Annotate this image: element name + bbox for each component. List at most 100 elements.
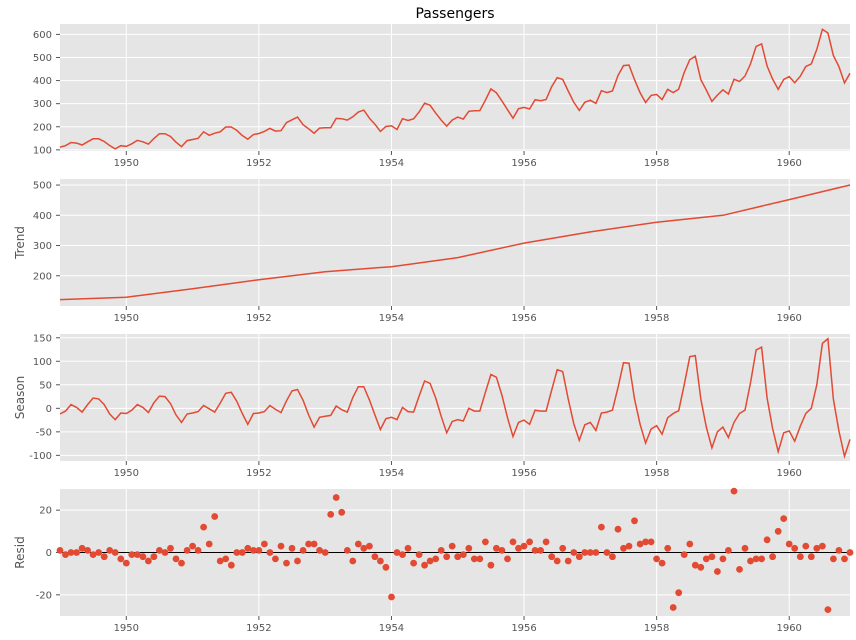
y-tick-label: 300	[33, 99, 52, 110]
resid-point	[133, 551, 141, 558]
resid-point	[824, 606, 832, 613]
resid-point	[327, 511, 335, 518]
resid-point	[200, 523, 208, 531]
y-tick-label: 600	[33, 30, 52, 41]
resid-point	[454, 553, 462, 561]
resid-point	[393, 549, 401, 556]
resid-point	[404, 544, 412, 552]
resid-point	[371, 553, 379, 561]
resid-point	[426, 557, 434, 565]
x-tick-label: 1956	[511, 313, 536, 324]
resid-point	[636, 540, 644, 548]
resid-point	[493, 544, 500, 552]
resid-point	[520, 542, 528, 550]
series-line-trend	[59, 184, 851, 301]
resid-point	[377, 557, 384, 565]
resid-point	[366, 542, 373, 550]
resid-point	[189, 542, 197, 550]
resid-point	[653, 555, 660, 563]
resid-point	[432, 555, 440, 563]
resid-point	[288, 544, 296, 552]
resid-point	[421, 561, 428, 569]
resid-point	[382, 563, 390, 571]
x-tick-label: 1960	[776, 623, 801, 634]
resid-point	[117, 555, 125, 563]
resid-point	[388, 593, 395, 601]
resid-point	[476, 555, 484, 563]
resid-point	[598, 523, 605, 531]
y-tick-label: 200	[33, 122, 52, 133]
resid-point	[205, 540, 213, 548]
x-tick-label: 1960	[776, 158, 801, 169]
resid-point	[835, 547, 843, 554]
resid-point	[139, 553, 147, 561]
x-tick-label: 1950	[114, 313, 139, 324]
resid-point	[482, 538, 489, 546]
resid-point	[537, 547, 544, 554]
resid-point	[321, 549, 329, 556]
panel-passengers: 1950 1952 1954 1956 1958 1960 100 200 300 400 500 6…	[33, 6, 851, 169]
y-tick-label: 100	[33, 357, 52, 368]
resid-point	[548, 553, 556, 561]
resid-point	[592, 549, 600, 556]
resid-point	[354, 540, 362, 548]
resid-point	[752, 555, 760, 563]
resid-point	[647, 538, 655, 546]
resid-point	[56, 547, 64, 554]
resid-point	[586, 549, 594, 556]
x-tick-label: 1952	[246, 158, 271, 169]
resid-point	[780, 515, 788, 522]
resid-point	[272, 555, 279, 563]
resid-point	[194, 547, 202, 554]
resid-point	[686, 540, 694, 548]
resid-point	[150, 553, 158, 561]
y-tick-label: -100	[29, 451, 52, 462]
resid-point	[415, 551, 423, 558]
resid-point	[791, 544, 799, 552]
resid-point	[294, 557, 301, 565]
resid-point	[614, 525, 622, 533]
resid-point	[437, 547, 445, 554]
resid-point	[244, 544, 252, 552]
resid-point	[216, 557, 224, 565]
resid-point	[609, 553, 616, 561]
resid-point	[846, 549, 854, 556]
resid-point	[349, 557, 357, 565]
resid-point	[67, 549, 75, 556]
series-line-passengers	[59, 28, 851, 150]
resid-point	[736, 566, 743, 573]
resid-point	[111, 549, 119, 556]
resid-point	[277, 542, 285, 550]
y-axis-label: Trend	[13, 226, 27, 260]
panel-season: 1950 1952 1954 1956 1958 1960 -100 -50 0 50 100 150…	[13, 333, 851, 479]
y-tick-label: 20	[39, 506, 52, 517]
resid-point	[100, 553, 108, 561]
resid-point	[531, 547, 539, 554]
resid-point	[553, 557, 561, 565]
plot-area	[60, 334, 850, 461]
resid-point	[813, 544, 821, 552]
x-tick-label: 1956	[511, 158, 536, 169]
resid-point	[167, 544, 174, 552]
resid-point	[708, 553, 716, 561]
resid-point	[774, 527, 782, 535]
resid-point	[515, 544, 522, 552]
x-tick-label: 1952	[246, 468, 271, 479]
resid-point	[89, 551, 97, 558]
resid-point	[498, 547, 506, 554]
resid-point	[526, 538, 533, 546]
resid-point	[719, 555, 727, 563]
resid-point	[448, 542, 456, 550]
resid-point	[769, 553, 776, 561]
y-axis-label: Resid	[13, 536, 27, 568]
resid-point	[255, 547, 263, 554]
panel-trend: 1950 1952 1954 1956 1958 1960 200 300 400 500 Tren…	[13, 179, 851, 324]
resid-point	[360, 544, 368, 552]
resid-point	[78, 544, 86, 552]
resid-point	[620, 544, 627, 552]
x-tick-label: 1952	[246, 623, 271, 634]
y-tick-label: 100	[33, 145, 52, 156]
x-tick-label: 1956	[511, 623, 536, 634]
x-tick-label: 1954	[379, 313, 404, 324]
